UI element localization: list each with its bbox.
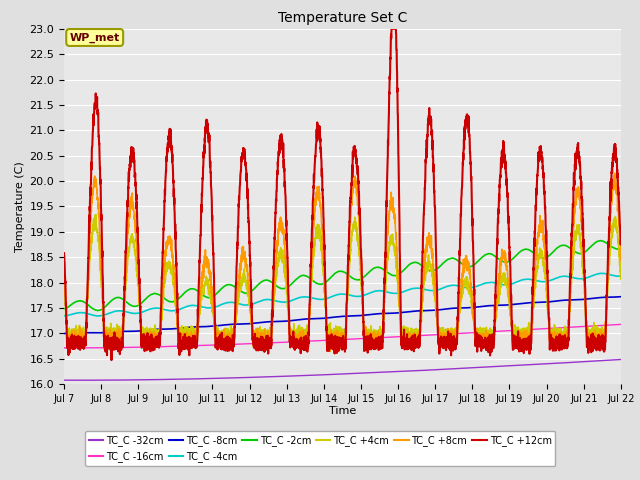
- TC_C -8cm: [616, 294, 624, 300]
- TC_C +4cm: [216, 334, 223, 339]
- TC_C -16cm: [406, 333, 414, 339]
- TC_C -16cm: [67, 345, 75, 351]
- TC_C -2cm: [564, 244, 572, 250]
- Line: TC_C -2cm: TC_C -2cm: [64, 240, 621, 311]
- TC_C +8cm: [617, 251, 625, 257]
- TC_C +4cm: [60, 279, 68, 285]
- TC_C +4cm: [564, 334, 572, 340]
- TC_C -8cm: [406, 309, 414, 314]
- TC_C +4cm: [92, 212, 100, 217]
- TC_C +8cm: [611, 170, 618, 176]
- TC_C +12cm: [617, 238, 625, 244]
- TC_C +12cm: [564, 336, 572, 342]
- Y-axis label: Temperature (C): Temperature (C): [15, 161, 25, 252]
- TC_C +8cm: [216, 337, 223, 343]
- TC_C -32cm: [617, 357, 625, 362]
- TC_C -2cm: [597, 238, 605, 243]
- TC_C +8cm: [60, 260, 68, 265]
- TC_C -32cm: [216, 375, 223, 381]
- TC_C -32cm: [406, 368, 414, 374]
- TC_C -16cm: [60, 345, 68, 351]
- TC_C -8cm: [216, 323, 223, 328]
- Line: TC_C +12cm: TC_C +12cm: [64, 29, 621, 360]
- X-axis label: Time: Time: [329, 407, 356, 417]
- Line: TC_C -4cm: TC_C -4cm: [64, 273, 621, 316]
- TC_C +8cm: [617, 258, 625, 264]
- TC_C -2cm: [94, 308, 102, 313]
- TC_C +12cm: [180, 340, 188, 346]
- TC_C -4cm: [617, 273, 625, 279]
- Line: TC_C +8cm: TC_C +8cm: [64, 173, 621, 352]
- Title: Temperature Set C: Temperature Set C: [278, 11, 407, 25]
- TC_C -32cm: [564, 360, 572, 365]
- TC_C -2cm: [216, 288, 223, 293]
- TC_C +8cm: [397, 331, 404, 336]
- TC_C -4cm: [94, 313, 102, 319]
- TC_C +8cm: [333, 349, 341, 355]
- TC_C +4cm: [363, 341, 371, 347]
- TC_C -16cm: [216, 342, 223, 348]
- TC_C +12cm: [216, 342, 223, 348]
- TC_C -4cm: [406, 286, 414, 292]
- TC_C +8cm: [564, 342, 572, 348]
- TC_C +4cm: [397, 327, 404, 333]
- Text: WP_met: WP_met: [70, 32, 120, 43]
- TC_C +8cm: [406, 343, 414, 348]
- TC_C -4cm: [216, 302, 223, 308]
- TC_C -4cm: [60, 313, 68, 319]
- TC_C -32cm: [74, 377, 81, 383]
- TC_C -8cm: [617, 294, 625, 300]
- TC_C -8cm: [564, 297, 572, 303]
- TC_C -8cm: [179, 325, 187, 331]
- TC_C -2cm: [617, 245, 625, 251]
- TC_C +12cm: [617, 242, 625, 248]
- TC_C +4cm: [407, 331, 415, 337]
- TC_C +4cm: [617, 276, 625, 282]
- Legend: TC_C -32cm, TC_C -16cm, TC_C -8cm, TC_C -4cm, TC_C -2cm, TC_C +4cm, TC_C +8cm, T: TC_C -32cm, TC_C -16cm, TC_C -8cm, TC_C …: [84, 432, 556, 466]
- TC_C -2cm: [406, 261, 414, 267]
- TC_C -32cm: [397, 369, 404, 374]
- TC_C -8cm: [397, 310, 404, 315]
- TC_C -16cm: [617, 322, 625, 327]
- TC_C -4cm: [617, 273, 625, 279]
- TC_C +4cm: [617, 275, 625, 280]
- TC_C -32cm: [180, 376, 188, 382]
- Line: TC_C -8cm: TC_C -8cm: [64, 297, 621, 334]
- TC_C -16cm: [180, 343, 188, 349]
- TC_C -16cm: [564, 324, 572, 330]
- Line: TC_C +4cm: TC_C +4cm: [64, 215, 621, 344]
- TC_C -16cm: [617, 322, 625, 327]
- TC_C -4cm: [180, 305, 188, 311]
- TC_C -2cm: [397, 270, 404, 276]
- TC_C -32cm: [617, 357, 625, 362]
- Line: TC_C -32cm: TC_C -32cm: [64, 360, 621, 380]
- TC_C +12cm: [108, 357, 115, 363]
- TC_C -4cm: [598, 270, 606, 276]
- TC_C +12cm: [60, 250, 68, 256]
- TC_C -2cm: [60, 306, 68, 312]
- TC_C +8cm: [179, 333, 187, 339]
- TC_C +4cm: [180, 329, 188, 335]
- TC_C -8cm: [60, 331, 68, 336]
- TC_C -16cm: [397, 334, 404, 339]
- TC_C -32cm: [60, 377, 68, 383]
- TC_C -2cm: [180, 291, 188, 297]
- Line: TC_C -16cm: TC_C -16cm: [64, 324, 621, 348]
- TC_C -2cm: [617, 245, 625, 251]
- TC_C +12cm: [397, 331, 404, 336]
- TC_C +12cm: [407, 344, 415, 349]
- TC_C -4cm: [564, 274, 572, 279]
- TC_C +12cm: [388, 26, 396, 32]
- TC_C -4cm: [397, 290, 404, 296]
